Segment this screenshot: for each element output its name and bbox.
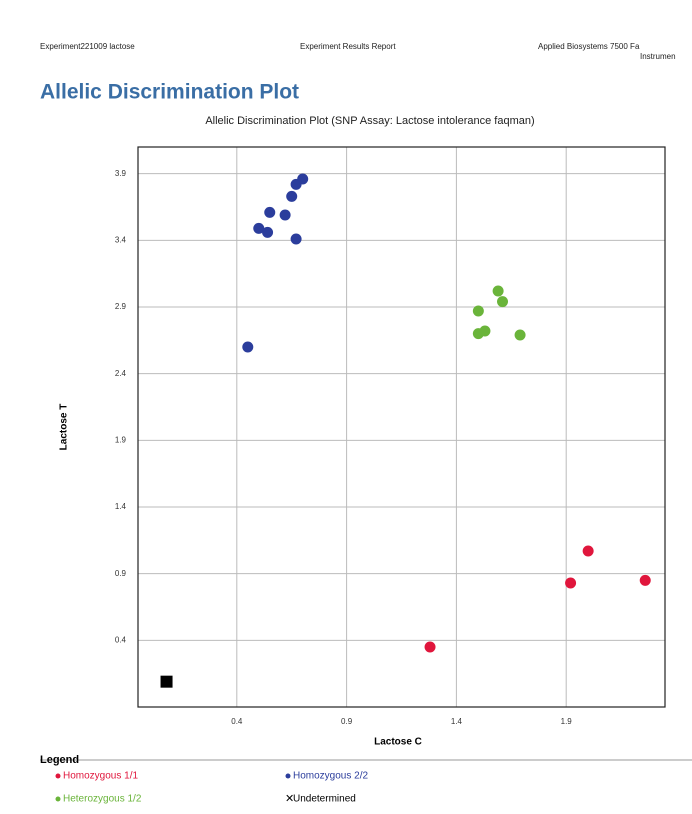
point <box>424 641 436 653</box>
page-title: Allelic Discrimination Plot <box>40 81 299 104</box>
legend-marker <box>55 773 61 779</box>
x-tick-label: 1.4 <box>451 717 463 726</box>
point <box>286 190 298 202</box>
y-tick-label: 0.9 <box>115 569 127 578</box>
header-right: Applied Biosystems 7500 Fa <box>538 42 640 51</box>
legend-title: Legend <box>40 754 79 766</box>
point <box>479 325 491 337</box>
point <box>160 675 173 688</box>
point <box>297 173 309 185</box>
y-tick-label: 2.4 <box>115 369 127 378</box>
point <box>264 206 276 218</box>
point <box>639 574 651 586</box>
legend-marker <box>285 773 291 779</box>
legend-label: Undetermined <box>293 794 356 805</box>
chart-title: Allelic Discrimination Plot (SNP Assay: … <box>205 115 534 127</box>
header-left: Experiment221009 lactose <box>40 42 135 51</box>
point <box>290 233 302 245</box>
y-tick-label: 0.4 <box>115 635 127 644</box>
x-tick-label: 1.9 <box>561 717 573 726</box>
point <box>492 285 504 297</box>
legend-marker: ✕ <box>285 793 294 805</box>
y-tick-label: 3.9 <box>115 169 127 178</box>
legend-marker <box>55 796 61 802</box>
x-tick-label: 0.9 <box>341 717 353 726</box>
plot-area <box>138 147 665 707</box>
y-tick-label: 1.4 <box>115 502 127 511</box>
y-tick-label: 3.4 <box>115 235 127 244</box>
header-center: Experiment Results Report <box>300 42 396 51</box>
point <box>279 209 291 221</box>
point <box>514 329 526 341</box>
x-axis-label: Lactose C <box>374 737 422 748</box>
legend-label: Heterozygous 1/2 <box>63 794 142 805</box>
y-tick-label: 2.9 <box>115 302 127 311</box>
point <box>242 341 254 353</box>
header-right-2: Instrumen <box>640 52 676 61</box>
y-tick-label: 1.9 <box>115 435 127 444</box>
point <box>497 296 509 308</box>
point <box>472 305 484 317</box>
legend-label: Homozygous 1/1 <box>63 771 138 782</box>
legend-label: Homozygous 2/2 <box>293 771 368 782</box>
x-tick-label: 0.4 <box>231 717 243 726</box>
point <box>253 222 265 234</box>
point <box>582 545 594 557</box>
point <box>262 226 274 238</box>
point <box>565 577 577 589</box>
plot-frame <box>137 146 666 708</box>
y-axis-label: Lactose T <box>59 404 70 451</box>
